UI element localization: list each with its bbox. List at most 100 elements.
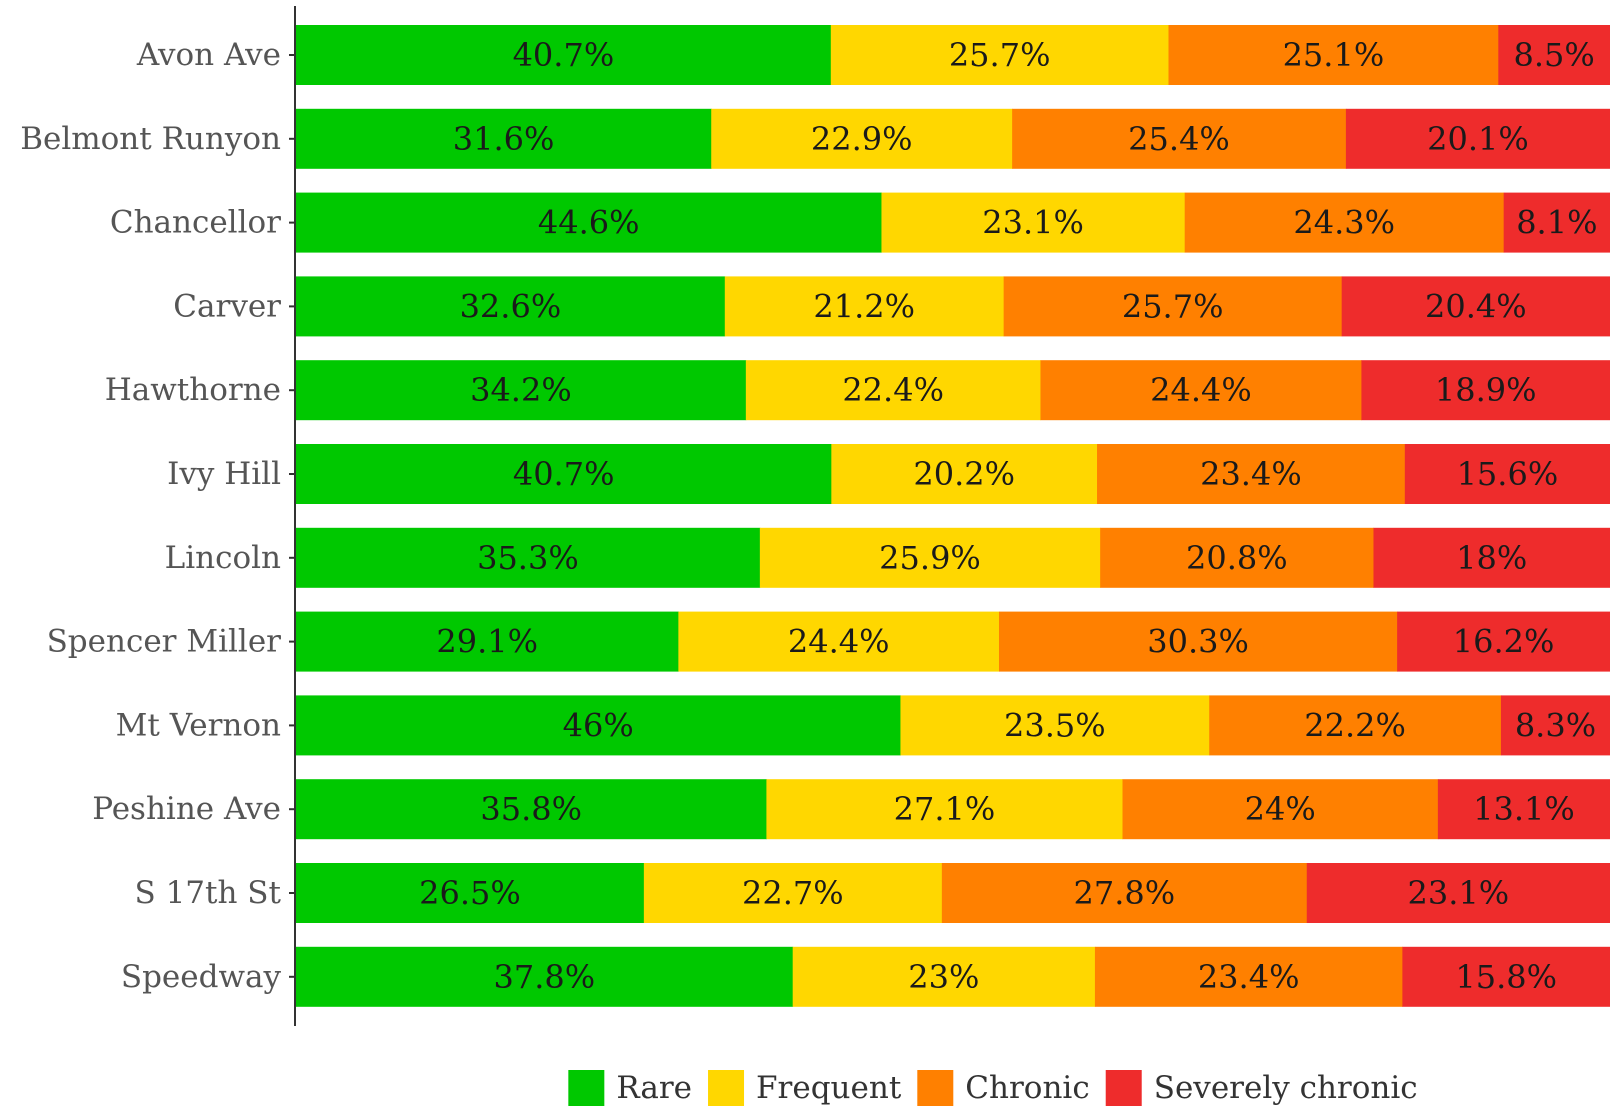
- bar-belmont-runyon-frequent-label: 22.9%: [811, 120, 913, 158]
- category-label-speedway: Speedway: [121, 959, 282, 995]
- category-label-carver: Carver: [173, 288, 281, 324]
- bar-ivy-hill-rare-label: 40.7%: [513, 455, 615, 493]
- bar-ivy-hill-frequent-label: 20.2%: [913, 455, 1015, 493]
- bar-s-17th-st-severely-chronic-label: 23.1%: [1408, 874, 1510, 912]
- bar-lincoln-severely-chronic: [1373, 527, 1610, 588]
- bar-lincoln-frequent-label: 25.9%: [879, 539, 981, 577]
- bar-mt-vernon-chronic: [1209, 695, 1502, 756]
- bar-spencer-miller-frequent: [678, 611, 1000, 672]
- bar-avon-ave-rare: [296, 25, 832, 85]
- bar-ivy-hill-chronic-label: 23.4%: [1200, 455, 1302, 493]
- bar-hawthorne-rare: [296, 360, 747, 421]
- bar-peshine-ave-frequent: [766, 779, 1124, 840]
- bar-speedway-rare: [296, 946, 794, 1007]
- bar-mt-vernon-frequent: [900, 695, 1210, 756]
- legend-label-severely-chronic: Severely chronic: [1154, 1070, 1418, 1106]
- bar-chancellor-rare: [296, 192, 882, 253]
- bar-hawthorne-frequent: [745, 360, 1041, 421]
- bar-chancellor-frequent: [881, 192, 1186, 253]
- bar-avon-ave-severely-chronic-label: 8.5%: [1514, 36, 1595, 74]
- bar-s-17th-st-rare-label: 26.5%: [419, 874, 521, 912]
- bar-avon-ave-frequent: [830, 25, 1169, 85]
- bar-speedway-chronic: [1094, 946, 1403, 1007]
- legend-swatch-severely-chronic: [1105, 1070, 1142, 1106]
- bar-belmont-runyon-severely-chronic: [1345, 108, 1610, 169]
- bar-carver-frequent-label: 21.2%: [813, 287, 915, 325]
- bar-ivy-hill-chronic: [1097, 444, 1406, 504]
- bar-peshine-ave-frequent-label: 27.1%: [894, 790, 996, 828]
- bar-spencer-miller-severely-chronic-label: 16.2%: [1453, 623, 1555, 661]
- bar-ivy-hill-frequent: [831, 444, 1098, 504]
- bar-avon-ave-frequent-label: 25.7%: [949, 36, 1051, 74]
- category-label-ivy-hill: Ivy Hill: [167, 456, 281, 492]
- bar-avon-ave-severely-chronic: [1498, 25, 1610, 85]
- bar-avon-ave-chronic-label: 25.1%: [1283, 36, 1385, 74]
- legend-swatch-frequent: [708, 1070, 745, 1106]
- bar-hawthorne-frequent-label: 22.4%: [842, 371, 944, 409]
- legend-label-chronic: Chronic: [965, 1070, 1089, 1106]
- bar-belmont-runyon-rare: [296, 108, 712, 169]
- category-label-lincoln: Lincoln: [165, 540, 281, 576]
- bar-s-17th-st-chronic-label: 27.8%: [1073, 874, 1175, 912]
- bar-lincoln-rare: [296, 527, 761, 588]
- bar-speedway-severely-chronic-label: 15.8%: [1455, 958, 1557, 996]
- bar-carver-severely-chronic: [1341, 276, 1610, 337]
- legend-swatch-chronic: [917, 1070, 954, 1106]
- legend: Rare Frequent Chronic Severely chronic: [568, 1070, 1418, 1106]
- bar-peshine-ave-chronic-label: 24%: [1245, 790, 1316, 828]
- bar-mt-vernon-chronic-label: 22.2%: [1304, 706, 1406, 744]
- bar-chancellor-chronic-label: 24.3%: [1293, 204, 1395, 242]
- bar-speedway-frequent-label: 23%: [908, 958, 979, 996]
- bar-peshine-ave-rare: [296, 779, 767, 840]
- bar-carver-rare: [296, 276, 726, 337]
- bar-avon-ave-rare-label: 40.7%: [513, 36, 615, 74]
- bar-mt-vernon-severely-chronic: [1500, 695, 1610, 756]
- bar-hawthorne-severely-chronic: [1361, 360, 1610, 421]
- bar-carver-rare-label: 32.6%: [460, 287, 562, 325]
- bar-speedway-severely-chronic: [1402, 946, 1610, 1007]
- bar-chancellor-severely-chronic: [1503, 192, 1610, 253]
- bar-lincoln-chronic-label: 20.8%: [1186, 539, 1288, 577]
- legend-label-frequent: Frequent: [756, 1070, 902, 1106]
- bar-s-17th-st-severely-chronic: [1306, 863, 1610, 923]
- bar-lincoln-rare-label: 35.3%: [477, 539, 579, 577]
- category-label-hawthorne: Hawthorne: [105, 372, 281, 408]
- bar-chancellor-rare-label: 44.6%: [538, 204, 640, 242]
- bar-chancellor-severely-chronic-label: 8.1%: [1516, 204, 1597, 242]
- bar-mt-vernon-rare-label: 46%: [563, 706, 634, 744]
- bar-chancellor-chronic: [1184, 192, 1505, 253]
- bar-mt-vernon-rare: [296, 695, 901, 756]
- bar-ivy-hill-severely-chronic-label: 15.6%: [1457, 455, 1559, 493]
- bar-s-17th-st-frequent-label: 22.7%: [742, 874, 844, 912]
- category-label-peshine-ave: Peshine Ave: [92, 791, 281, 827]
- category-label-mt-vernon: Mt Vernon: [116, 707, 281, 743]
- bar-chancellor-frequent-label: 23.1%: [982, 204, 1084, 242]
- bars-layer: 40.7% 25.7% 25.1% 8.5% 31.6% 22.9% 25.4% 20.1% 4…: [296, 25, 1610, 1007]
- bar-ivy-hill-rare: [296, 444, 832, 504]
- bar-s-17th-st-frequent: [643, 863, 943, 923]
- bar-lincoln-severely-chronic-label: 18%: [1456, 539, 1527, 577]
- bar-speedway-chronic-label: 23.4%: [1198, 958, 1300, 996]
- bar-belmont-runyon-frequent: [711, 108, 1013, 169]
- bar-carver-chronic: [1003, 276, 1343, 337]
- bar-carver-severely-chronic-label: 20.4%: [1425, 287, 1527, 325]
- bar-s-17th-st-chronic: [941, 863, 1308, 923]
- bar-peshine-ave-severely-chronic-label: 13.1%: [1473, 790, 1575, 828]
- legend-swatch-rare: [568, 1070, 605, 1106]
- category-label-belmont-runyon: Belmont Runyon: [20, 121, 281, 157]
- bar-belmont-runyon-rare-label: 31.6%: [453, 120, 555, 158]
- bar-hawthorne-severely-chronic-label: 18.9%: [1435, 371, 1537, 409]
- bar-speedway-frequent: [792, 946, 1096, 1007]
- bar-hawthorne-chronic-label: 24.4%: [1150, 371, 1252, 409]
- bar-lincoln-chronic: [1100, 527, 1374, 588]
- bar-mt-vernon-frequent-label: 23.5%: [1004, 706, 1106, 744]
- bar-mt-vernon-severely-chronic-label: 8.3%: [1515, 706, 1596, 744]
- category-label-avon-ave: Avon Ave: [136, 37, 281, 73]
- bar-belmont-runyon-chronic-label: 25.4%: [1128, 120, 1230, 158]
- bar-spencer-miller-rare-label: 29.1%: [436, 623, 538, 661]
- bar-speedway-rare-label: 37.8%: [494, 958, 596, 996]
- category-labels: Avon Ave Belmont Runyon Chancellor Carver Ha…: [20, 37, 295, 995]
- bar-lincoln-frequent: [759, 527, 1101, 588]
- bar-ivy-hill-severely-chronic: [1404, 444, 1610, 504]
- category-label-spencer-miller: Spencer Miller: [47, 624, 282, 660]
